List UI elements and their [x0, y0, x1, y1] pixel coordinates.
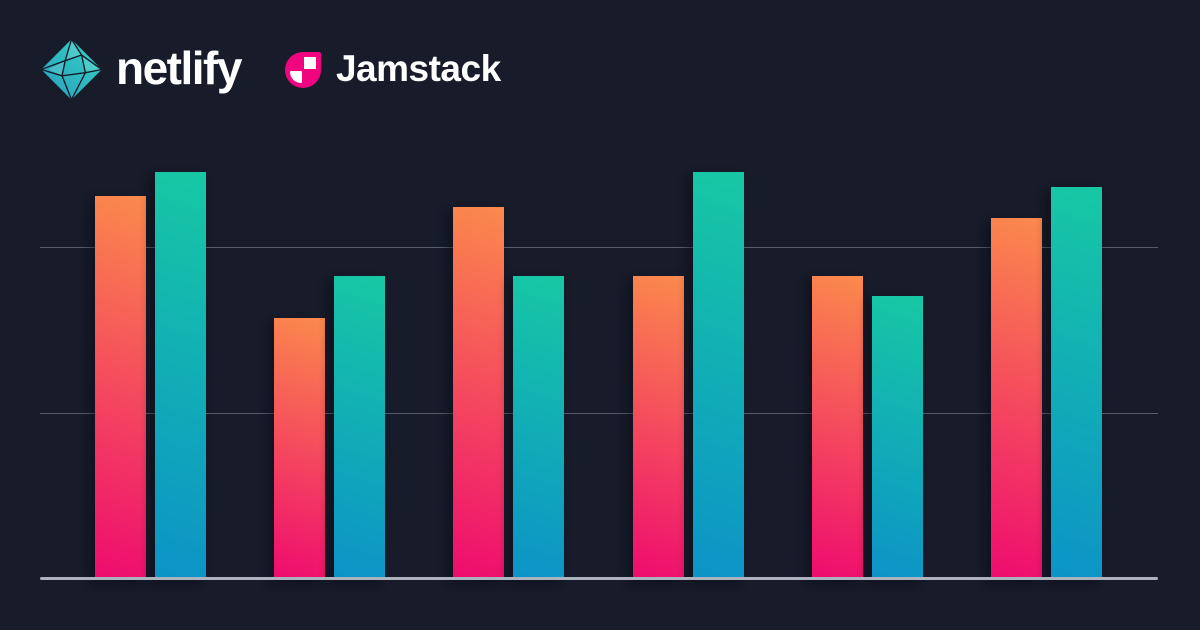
- bar-group-4: [632, 172, 744, 579]
- bar-cool-4: [692, 172, 744, 579]
- header: netlify Jamstack: [40, 38, 501, 101]
- bar-warm-4: [632, 276, 684, 579]
- bar-warm-6: [990, 218, 1042, 579]
- bar-group-6: [990, 187, 1102, 579]
- bar-cool-5: [871, 296, 923, 579]
- bar-group-2: [274, 276, 386, 579]
- bar-group-5: [811, 276, 923, 579]
- chart-plot: [40, 134, 1158, 580]
- bar-cool-6: [1050, 187, 1102, 579]
- bar-warm-1: [95, 196, 146, 579]
- bar-group-1: [95, 172, 206, 579]
- jamstack-logo: Jamstack: [284, 47, 501, 92]
- netlify-logo: netlify: [40, 38, 242, 101]
- bar-cool-1: [155, 172, 206, 579]
- jamstack-icon-square: [303, 56, 316, 69]
- jamstack-wordmark: Jamstack: [335, 47, 501, 89]
- netlify-diamond-icon: [41, 38, 103, 101]
- jamstack-shield-icon: [284, 51, 321, 88]
- bar-warm-2: [274, 318, 326, 579]
- chart-baseline: [40, 577, 1158, 580]
- bar-group-3: [453, 207, 565, 579]
- netlify-wordmark: netlify: [116, 41, 242, 94]
- bar-warm-3: [453, 207, 505, 579]
- gridline-1: [40, 413, 1158, 414]
- jamstack-icon-quarter: [289, 70, 302, 83]
- bar-cool-3: [513, 276, 565, 579]
- bar-warm-5: [811, 276, 863, 579]
- gridline-2: [40, 247, 1158, 248]
- bars-row: [40, 134, 1158, 579]
- bar-cool-2: [334, 276, 386, 579]
